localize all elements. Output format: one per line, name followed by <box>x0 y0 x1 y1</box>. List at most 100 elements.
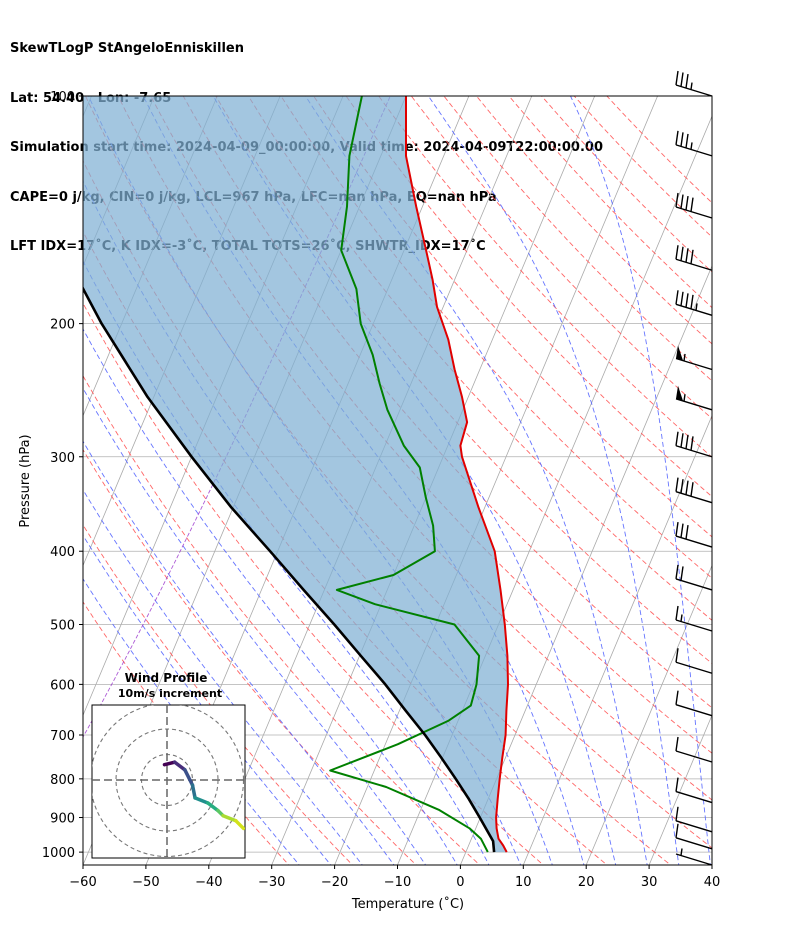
x-tick-label: −20 <box>321 875 348 890</box>
x-tick-label: −50 <box>132 875 159 890</box>
wind-barb <box>675 522 713 548</box>
barb-full <box>675 605 679 621</box>
barb-full <box>675 477 679 492</box>
barb-half <box>680 848 683 856</box>
x-axis-label: Temperature (˚C) <box>351 896 464 912</box>
mixing-ratio-line <box>83 96 391 738</box>
y-tick-label: 600 <box>50 678 75 693</box>
hodograph-trace-segment <box>190 783 197 800</box>
y-tick-label: 900 <box>50 812 75 827</box>
x-tick-label: 0 <box>456 875 464 890</box>
wind-barbs <box>675 70 713 866</box>
barb-flag <box>676 345 683 361</box>
cin-shading <box>83 96 508 853</box>
barb-full <box>685 133 689 149</box>
x-tick-label: 10 <box>515 875 532 890</box>
hodograph-inset: Wind Profile 10m/s increment <box>91 671 246 859</box>
barb-shaft <box>675 490 713 504</box>
barb-shaft <box>675 661 713 674</box>
barb-shaft <box>675 84 713 97</box>
isotherm <box>775 96 794 865</box>
barb-half <box>683 353 686 362</box>
barb-full <box>685 195 689 211</box>
wind-barb <box>675 736 713 763</box>
wind-barb <box>675 823 713 850</box>
barb-half <box>695 303 698 311</box>
parcel-profile <box>83 285 496 853</box>
isotherm <box>522 414 712 865</box>
barb-full <box>675 192 679 208</box>
dry-adiabat <box>410 96 712 420</box>
barb-full <box>675 690 679 705</box>
barb-full <box>685 525 689 540</box>
barb-full <box>680 433 684 448</box>
wind-barb <box>675 690 713 717</box>
x-tick-label: 20 <box>578 875 595 890</box>
barb-full <box>685 293 689 308</box>
dry-adiabat <box>150 96 712 754</box>
barb-full <box>690 436 694 451</box>
barb-shaft <box>675 445 713 458</box>
barb-full <box>685 73 689 89</box>
axes: −60 −50 −40 −30 −20 −10 0 10 20 30 40 100 200 300 400 5… <box>42 90 720 890</box>
barb-full <box>680 72 684 87</box>
isotherm <box>585 564 712 865</box>
x-tick-label: −10 <box>384 875 411 890</box>
wind-barb <box>675 245 713 271</box>
barb-full <box>680 566 684 581</box>
hodograph-trace-segment <box>183 768 195 787</box>
hodograph-trace-segment <box>193 796 210 805</box>
wind-barb <box>675 806 713 833</box>
barb-flag <box>676 385 683 401</box>
isotherm <box>711 863 712 865</box>
barb-shaft <box>675 619 713 632</box>
dewpoint-profile <box>329 96 489 853</box>
x-tick-label: 30 <box>641 875 658 890</box>
wind-barb <box>675 192 713 219</box>
moist-adiabat <box>304 96 648 865</box>
barb-full <box>690 482 694 497</box>
y-tick-label: 1000 <box>42 846 75 861</box>
chart-title: SkewTLogP StAngeloEnniskillen <box>10 41 244 56</box>
barb-half <box>683 394 686 402</box>
moist-adiabat <box>83 489 363 865</box>
barb-shaft <box>675 144 713 157</box>
x-tick-label: −40 <box>195 875 222 890</box>
wind-barb <box>675 605 713 632</box>
barb-full <box>690 294 694 309</box>
x-tick-label: −30 <box>258 875 285 890</box>
barb-full <box>675 736 679 752</box>
x-tick-label: 40 <box>704 875 721 890</box>
isotherm <box>83 96 92 118</box>
y-axis-label: Pressure (hPa) <box>18 434 33 527</box>
barb-half <box>690 142 693 150</box>
barb-full <box>680 523 684 538</box>
barb-full <box>675 823 679 838</box>
hodograph-frame <box>91 704 246 859</box>
barb-full <box>680 291 684 306</box>
dry-adiabat <box>606 96 712 204</box>
barb-full <box>685 434 689 449</box>
hodograph-subtitle: 10m/s increment <box>118 687 222 700</box>
wind-barb <box>675 777 713 804</box>
hodograph-trace-segment <box>234 819 245 831</box>
barb-shaft <box>675 258 713 271</box>
y-tick-label: 800 <box>50 773 75 788</box>
barb-shaft <box>675 820 713 833</box>
y-tick-label: 500 <box>50 619 75 634</box>
x-tick-label: −60 <box>69 875 96 890</box>
dry-adiabat <box>83 524 354 865</box>
isotherm <box>334 96 658 865</box>
plot-area-lines <box>83 96 509 853</box>
moist-adiabat <box>83 387 427 865</box>
wind-barb <box>675 290 713 316</box>
wind-barb <box>675 345 713 371</box>
wind-barb <box>675 130 713 157</box>
barb-full <box>685 480 689 495</box>
wind-barb <box>675 385 713 411</box>
barb-shaft <box>675 790 713 804</box>
barb-shaft <box>675 398 713 411</box>
barb-shaft <box>675 206 713 219</box>
barb-shaft <box>675 578 713 591</box>
isotherm <box>460 264 712 865</box>
